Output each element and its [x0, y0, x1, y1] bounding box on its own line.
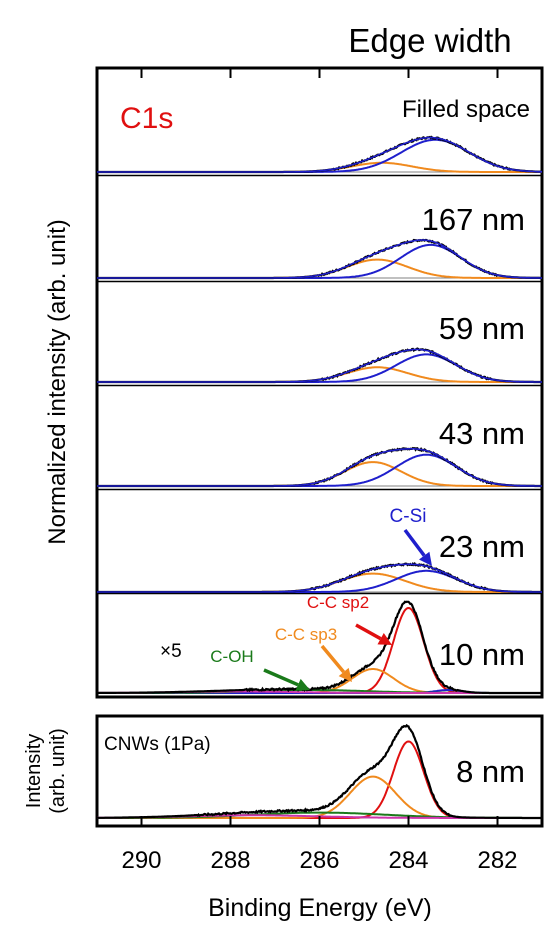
c-si-arrow-head	[419, 551, 432, 566]
spectrum-label: 23 nm	[439, 529, 525, 564]
c-c-sp3-arrow-head	[338, 667, 352, 682]
envelope-curve	[97, 563, 542, 593]
figure-title: Edge width	[348, 22, 511, 59]
x-tick-label: 290	[121, 847, 161, 874]
spectrum-label: 59 nm	[439, 311, 525, 346]
c-c-sp2-annotation: C-C sp2	[307, 593, 369, 612]
measured-curve	[97, 135, 543, 174]
measured-curve	[97, 446, 542, 488]
annotation-arrows	[263, 528, 432, 691]
x-axis-ticks: 290 288 286 284 282	[121, 68, 518, 874]
spectrum-label: Filled space	[402, 96, 530, 123]
c-c-sp3-annotation: C-C sp3	[275, 625, 337, 644]
x-tick-label: 282	[477, 847, 517, 874]
envelope-curve	[97, 448, 542, 487]
envelope-curve	[97, 136, 543, 173]
component-curve	[97, 572, 542, 593]
c-oh-arrow-head	[295, 678, 310, 691]
x-tick-label: 288	[210, 847, 250, 874]
c-oh-arrow-shaft	[263, 668, 299, 687]
c-oh-annotation: C-OH	[210, 647, 253, 666]
component-curve	[97, 569, 542, 593]
x-tick-label: 286	[299, 847, 339, 874]
spectrum-label: 43 nm	[439, 416, 525, 451]
c-c-sp3-arrow-shaft	[320, 644, 346, 674]
measured-curve	[97, 347, 542, 384]
measured-curve	[97, 238, 542, 280]
envelope-curve	[97, 239, 542, 279]
bottom-y-axis-label-line1: Intensity	[23, 734, 45, 808]
bottom-sample-label: CNWs (1Pa)	[104, 734, 211, 755]
c-si-arrow-shaft	[403, 528, 426, 557]
c1s-label: C1s	[120, 102, 173, 135]
bottom-y-axis-label-line2: (arb. unit)	[47, 728, 69, 814]
envelope-curve	[97, 348, 542, 383]
x-axis-label: Binding Energy (eV)	[208, 894, 432, 922]
spectrum-label: 8 nm	[456, 754, 525, 789]
c-c-sp2-arrow-shaft	[355, 623, 382, 641]
panel-dividers	[97, 174, 542, 595]
y-axis-label: Normalized intensity (arb. unit)	[44, 219, 71, 544]
component-curve	[97, 243, 542, 279]
c-si-annotation: C-Si	[390, 506, 427, 527]
multiplier-label: ×5	[160, 641, 182, 662]
measured-curve	[97, 600, 542, 695]
spectrum-label: 167 nm	[422, 202, 525, 237]
x-tick-label: 284	[388, 847, 428, 874]
c-c-sp2-arrow-head	[377, 633, 392, 645]
spectrum-label: 10 nm	[439, 637, 525, 672]
spectra-curves	[97, 135, 543, 820]
measured-curve	[97, 723, 542, 820]
component-curve	[97, 353, 542, 383]
